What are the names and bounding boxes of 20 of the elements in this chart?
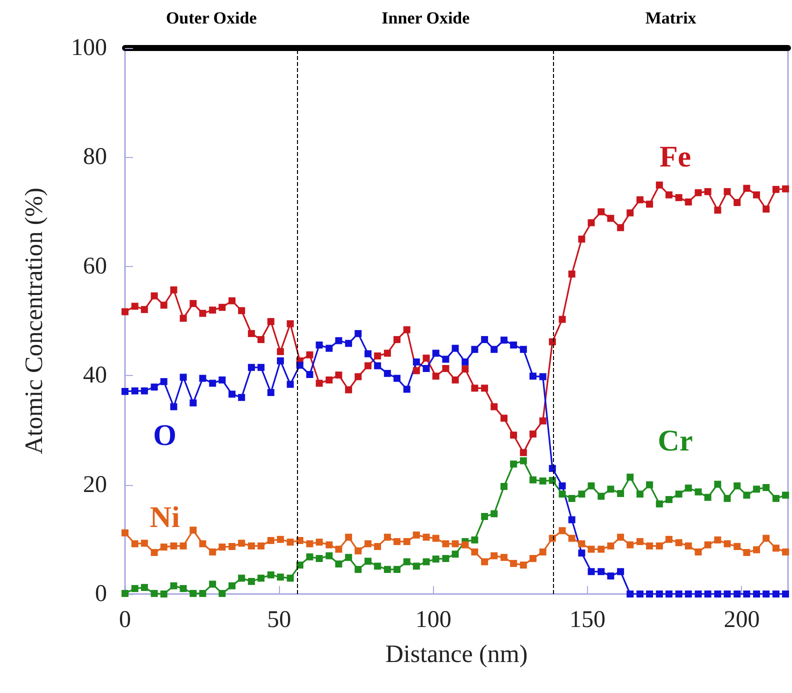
x-tick-label: 100 [415,607,452,633]
x-tick-label: 150 [570,607,606,633]
series-label: Cr [658,424,693,458]
series-label: Ni [150,501,180,534]
x-tick-label: 0 [119,607,131,633]
series-label: Fe [659,140,692,174]
y-tick-label: 80 [83,144,107,170]
text: Matrix [645,8,697,28]
y-tick-label: 100 [71,35,107,61]
y-tick-label: 40 [83,362,107,389]
y-tick-label: 0 [95,581,107,607]
text: Outer Oxide [166,8,258,28]
y-axis-title: Atomic Concentration (%) [21,188,48,454]
series-label: O [153,419,176,452]
x-axis-title: Distance (nm) [385,641,528,668]
text: Inner Oxide [382,8,470,28]
y-tick-label: 60 [83,253,107,280]
x-tick-label: 200 [724,607,760,633]
x-tick-label: 50 [267,607,292,633]
y-tick-label: 20 [83,472,107,498]
